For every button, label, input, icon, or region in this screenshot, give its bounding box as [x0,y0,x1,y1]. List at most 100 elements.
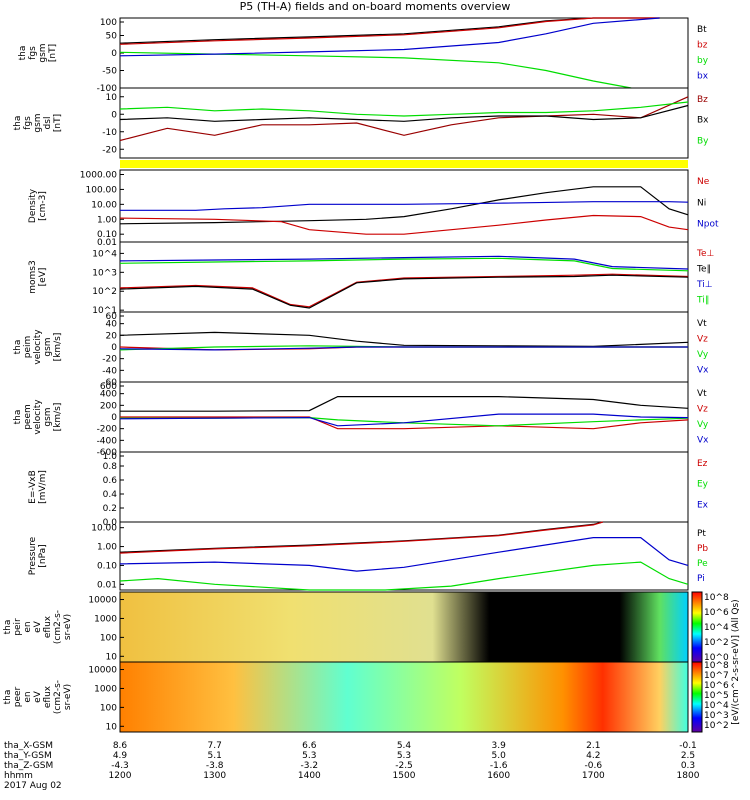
legend-entry: Bt [697,25,707,35]
y-axis-label: eflux [43,685,53,708]
legend-entry: Ti⊥ [696,280,713,290]
y-tick-label: 60 [106,312,118,322]
y-tick-label: 0.6 [103,476,118,486]
y-tick-label: 10000 [88,666,117,676]
ephemeris-value: 3.9 [492,741,507,751]
y-axis-label: eflux [43,615,53,638]
panel-frame [119,87,689,159]
legend-entry: Ey [697,480,709,490]
ephemeris-value: 1600 [487,771,510,781]
y-axis-label: [mV/m] [38,470,48,504]
ephemeris-value: 5.3 [397,751,411,761]
legend-entry: bx [697,72,709,82]
panel-efield [119,451,689,523]
y-tick-label: 10^1 [92,306,117,316]
series-Te∥ [119,274,689,309]
panel-peem-velocity [119,381,689,453]
y-axis-label: velocity [33,399,43,435]
y-tick-label: -50 [102,67,117,77]
ephemeris-value: -0.6 [585,761,603,771]
y-tick-label: 0 [111,343,117,353]
y-tick-label: -100 [97,84,118,94]
y-axis-label: [nPa] [38,544,48,567]
y-tick-label: 10 [106,722,118,732]
ephemeris-value: 7.7 [208,741,222,751]
y-axis-label: [cm-3] [38,191,48,221]
ephemeris-value: -3.8 [206,761,224,771]
y-axis-label: peir [13,618,23,636]
y-axis-label: tha [18,46,28,61]
y-axis-label: gsm [33,113,43,132]
series-Pi [119,536,689,572]
y-tick-label: 10.00 [91,200,117,210]
y-tick-label: 100.00 [86,185,118,195]
legend-entry: Ni [697,198,706,208]
ephemeris-value: 1700 [582,771,605,781]
legend-entry: Ne [697,177,710,187]
y-tick-label: -60 [102,378,117,388]
panel-peir-eflux [119,591,689,663]
series-Vt [120,396,689,412]
panel-fgs-gsm [119,17,689,89]
y-axis-label: Density [28,188,38,223]
y-tick-label: 10^2 [92,287,117,297]
y-tick-label: 100 [100,703,117,713]
panel-density [119,169,689,243]
legend-entry: Vy [697,420,709,430]
series-bx [119,17,660,57]
y-tick-label: -10 [102,128,117,138]
series-Ni [119,186,689,225]
panel-peim-velocity [119,311,689,383]
y-axis-label: eV [33,690,43,703]
panel-frame [119,241,689,313]
ephemeris-value: 5.0 [492,751,507,761]
y-tick-label: 10^4 [92,249,117,259]
ephemeris-value: -0.1 [679,741,697,751]
ephemeris-value: 5.1 [208,751,222,761]
y-axis-label: moms3 [28,260,38,293]
y-tick-label: 0.8 [103,462,118,472]
y-tick-label: 10 [106,93,118,103]
y-axis-label: tha [13,116,23,131]
y-tick-label: 1000.00 [80,170,117,180]
series-Bx [119,104,689,122]
ephemeris-value: 0.3 [681,761,695,771]
ephemeris-value: 2.5 [681,751,695,761]
y-tick-label: -20 [102,145,117,155]
y-tick-label: 0 [111,110,117,120]
y-axis-label: [km/s] [53,403,63,432]
heatmap-peer-eflux [120,662,688,732]
panel-frame [119,521,689,591]
colorbar-tick: 10^4 [704,623,729,633]
page-title: P5 (TH-A) fields and on-board moments ov… [239,0,511,13]
colorbar-tick: 10^6 [704,681,729,691]
series-Bz [119,96,689,142]
date-label: 2017 Aug 02 [4,781,62,791]
y-tick-label: -20 [102,355,117,365]
colorbar-tick: 10^5 [704,691,729,701]
legend-entry: Pt [697,529,706,539]
legend-entry: Te⊥ [696,249,715,259]
ephemeris-value: 2.1 [586,741,600,751]
panel-frame [119,17,689,89]
y-axis-label: tha [3,620,13,635]
legend-entry: Te∥ [696,265,711,275]
y-tick-label: 40 [106,320,118,330]
y-axis-label: gsm [43,407,53,426]
colorbar-tick: 10^6 [704,608,729,618]
y-axis-label: (cm2-s- [53,610,63,644]
y-tick-label: 1000 [94,614,117,624]
y-tick-label: 1.0 [103,452,118,462]
legend-entry: Bx [697,116,709,126]
series-Npot [120,201,689,211]
ephemeris-value: -2.5 [395,761,413,771]
y-tick-label: 0.10 [97,230,117,240]
colorbar-tick: 10^2 [704,638,729,648]
series-Ne [119,214,689,235]
y-tick-label: 10.00 [91,524,117,534]
legend-entry: Vx [697,366,709,376]
colorbar-tick: 10^0 [704,653,729,663]
y-axis-label: gsm [38,43,48,62]
y-axis-label: sr-eV) [63,684,73,710]
